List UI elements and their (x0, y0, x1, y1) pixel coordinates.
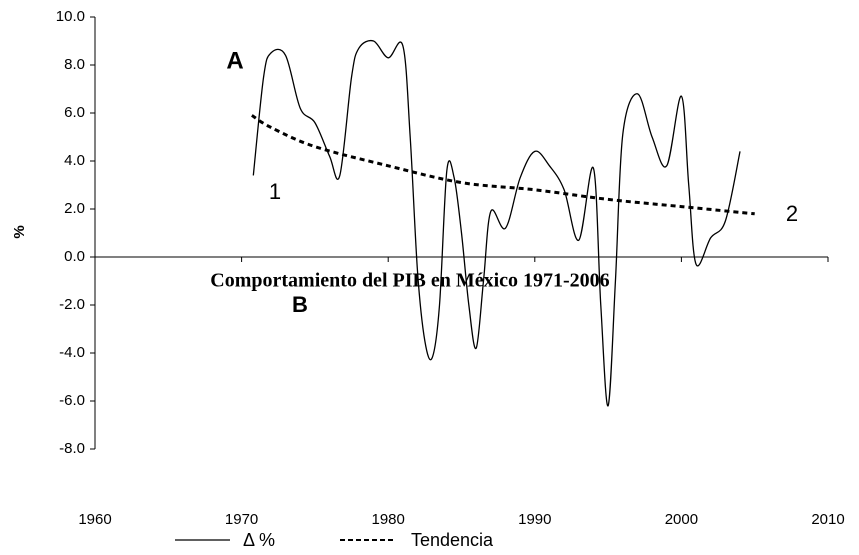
y-tick-label: 2.0 (64, 200, 85, 217)
x-tick-label: 2000 (665, 511, 698, 528)
legend-label: Δ % (243, 530, 275, 550)
y-tick-label: 4.0 (64, 152, 85, 169)
y-tick-label: -6.0 (59, 392, 85, 409)
y-tick-label: -2.0 (59, 296, 85, 313)
y-tick-label: 8.0 (64, 56, 85, 73)
legend-label: Tendencia (411, 530, 494, 550)
x-tick-label: 1970 (225, 511, 258, 528)
y-tick-label: -8.0 (59, 440, 85, 457)
y-tick-label: 0.0 (64, 248, 85, 265)
annotation: 2 (786, 201, 798, 226)
line-series (252, 39, 741, 407)
y-tick-label: -4.0 (59, 344, 85, 361)
x-tick-label: 2010 (811, 511, 844, 528)
y-axis-label: % (11, 225, 28, 238)
annotation: B (292, 292, 308, 317)
chart-title: Comportamiento del PIB en México 1971-20… (210, 270, 609, 292)
y-tick-label: 6.0 (64, 104, 85, 121)
line-series (251, 114, 755, 216)
annotation: A (226, 47, 243, 74)
annotation: 1 (269, 179, 281, 204)
y-tick-label: 10.0 (56, 8, 85, 25)
x-tick-label: 1960 (78, 511, 111, 528)
x-tick-label: 1980 (372, 511, 405, 528)
x-tick-label: 1990 (518, 511, 551, 528)
